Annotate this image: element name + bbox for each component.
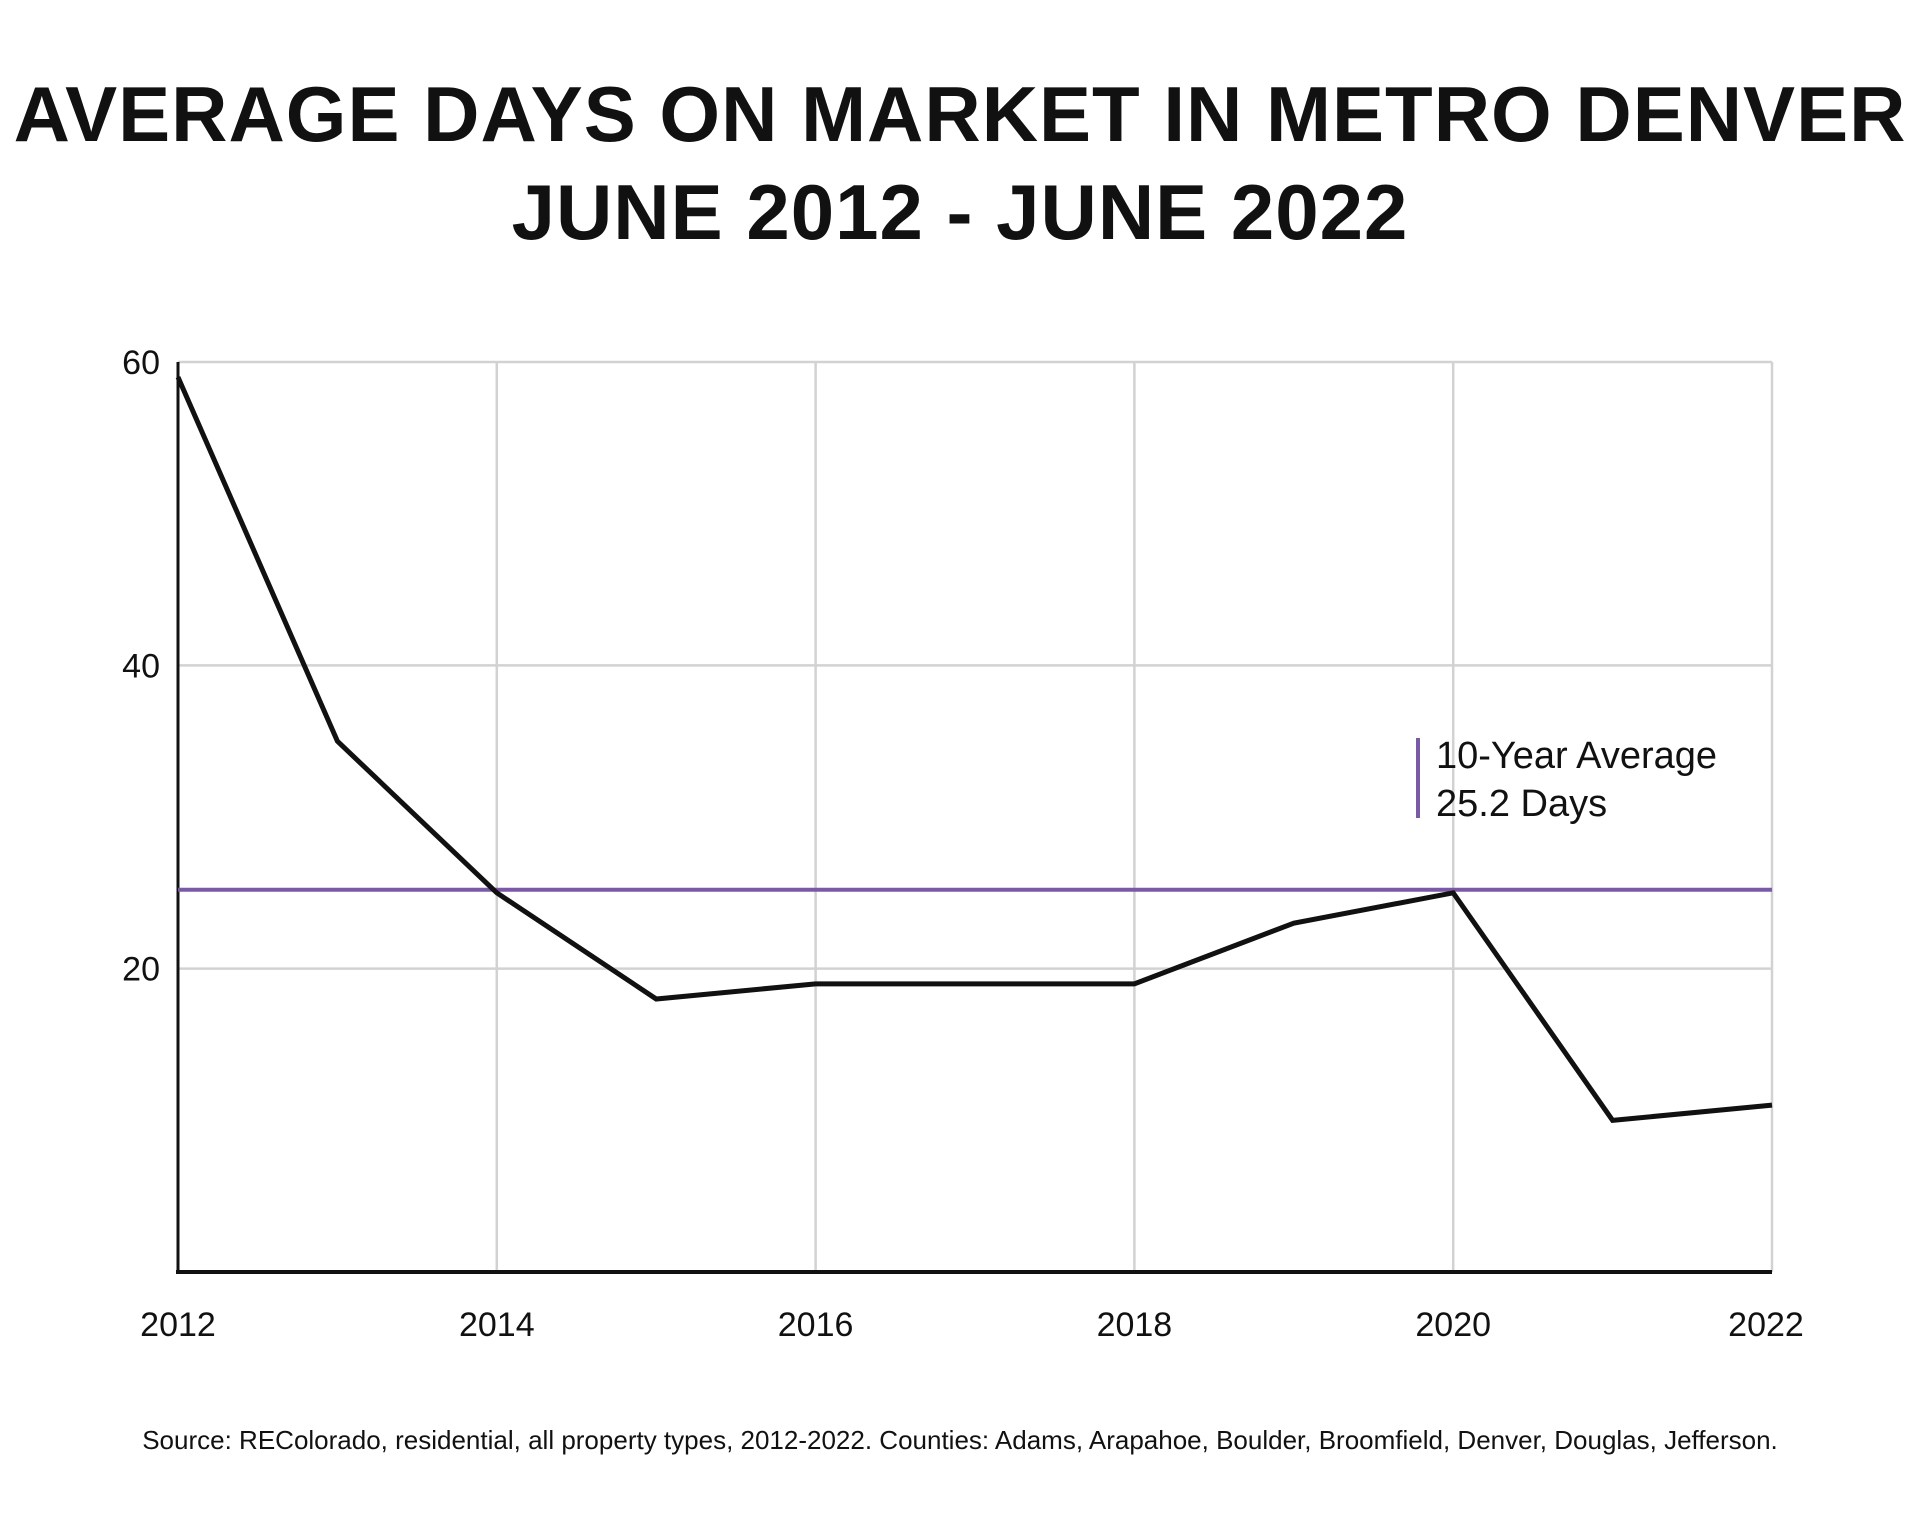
source-note: Source: REColorado, residential, all pro…	[142, 1425, 1778, 1455]
chart-title: AVERAGE DAYS ON MARKET IN METRO DENVER	[13, 70, 1907, 158]
y-tick-label-60: 60	[122, 344, 160, 382]
x-tick-label-2016: 2016	[778, 1306, 854, 1344]
x-tick-label-2018: 2018	[1097, 1306, 1173, 1344]
y-tick-label-20: 20	[122, 951, 160, 989]
chart-subtitle: JUNE 2012 - JUNE 2022	[511, 168, 1409, 256]
x-tick-label-2014: 2014	[459, 1306, 535, 1344]
x-tick-label-2020: 2020	[1415, 1306, 1491, 1344]
average-annotation-value: 25.2 Days	[1436, 783, 1607, 825]
average-annotation-label: 10-Year Average	[1436, 735, 1717, 777]
x-tick-label-2022: 2022	[1728, 1306, 1804, 1344]
y-tick-label-40: 40	[122, 647, 160, 685]
x-tick-label-2012: 2012	[140, 1306, 216, 1344]
